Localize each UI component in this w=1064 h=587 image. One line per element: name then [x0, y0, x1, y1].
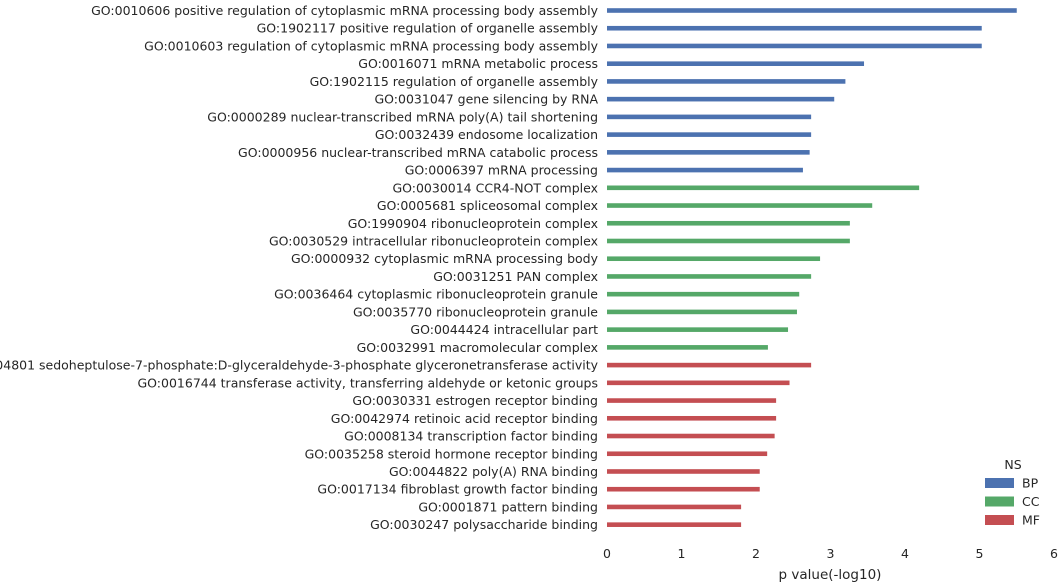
bar-bp: [607, 61, 865, 66]
category-label: GO:0017134 fibroblast growth factor bind…: [317, 482, 598, 497]
category-label: GO:0044822 poly(A) RNA binding: [389, 464, 598, 479]
bar-mf: [607, 486, 760, 492]
category-label: GO:0001871 pattern binding: [418, 499, 598, 514]
category-label: GO:0031251 PAN complex: [433, 269, 598, 284]
category-label: GO:0042974 retinoic acid receptor bindin…: [331, 411, 598, 426]
x-tick-label: 1: [678, 546, 686, 561]
bar-bp: [607, 43, 982, 49]
bar-cc: [607, 345, 768, 350]
bar-mf: [607, 504, 742, 510]
legend-swatch-mf: [985, 515, 1014, 525]
category-label: GO:0035770 ribonucleoprotein granule: [353, 304, 598, 319]
bar-mf: [607, 362, 812, 368]
category-label: GO:0016071 mRNA metabolic process: [358, 56, 598, 71]
category-label: GO:0006397 mRNA processing: [405, 163, 598, 178]
category-label: GO:0044424 intracellular part: [410, 322, 598, 337]
category-label: GO:0000932 cytoplasmic mRNA processing b…: [291, 251, 599, 266]
bars-group: [607, 8, 1017, 527]
bar-bp: [607, 150, 810, 155]
legend-swatch-bp: [985, 478, 1014, 488]
category-label: GO:0036464 cytoplasmic ribonucleoprotein…: [274, 287, 598, 302]
x-tick-label: 3: [827, 546, 835, 561]
bar-cc: [607, 327, 789, 332]
bar-bp: [607, 25, 982, 31]
bar-cc: [607, 185, 920, 191]
x-tick-label: 6: [1050, 546, 1058, 561]
category-label: GO:0004801 sedoheptulose-7-phosphate:D-g…: [0, 358, 599, 373]
x-axis-title: p value(-log10): [779, 567, 882, 583]
category-label: GO:0010606 positive regulation of cytopl…: [91, 3, 598, 18]
bar-cc: [607, 238, 850, 244]
legend: NS BP CC MF: [985, 457, 1040, 528]
bar-bp: [607, 96, 835, 102]
x-axis-ticks-group: 0 1 2 3 4 5 6: [603, 546, 1058, 561]
category-label: GO:0008134 transcription factor binding: [344, 429, 598, 444]
x-tick-label: 0: [603, 546, 611, 561]
x-tick-label: 2: [752, 546, 760, 561]
category-label: GO:0030331 estrogen receptor binding: [352, 393, 598, 408]
category-label: GO:1902115 regulation of organelle assem…: [310, 74, 599, 89]
bar-bp: [607, 79, 846, 84]
legend-label-cc: CC: [1022, 494, 1040, 509]
bar-bp: [607, 167, 803, 173]
bar-mf: [607, 433, 775, 439]
bar-cc: [607, 256, 821, 262]
bar-cc: [607, 220, 850, 226]
legend-swatch-cc: [985, 496, 1014, 507]
category-labels-group: GO:0010606 positive regulation of cytopl…: [0, 3, 599, 532]
category-label: GO:0005681 spliceosomal complex: [377, 198, 598, 213]
x-tick-label: 5: [976, 546, 984, 561]
category-label: GO:0000289 nuclear-transcribed mRNA poly…: [207, 109, 598, 124]
bar-mf: [607, 451, 768, 457]
bar-mf: [607, 380, 790, 386]
bar-mf: [607, 415, 777, 421]
category-label: GO:0016744 transferase activity, transfe…: [138, 375, 599, 390]
category-label: GO:0030247 polysaccharide binding: [370, 517, 598, 532]
category-label: GO:0032439 endosome localization: [375, 127, 598, 142]
legend-title: NS: [1004, 457, 1021, 472]
legend-label-bp: BP: [1022, 476, 1039, 491]
legend-label-mf: MF: [1022, 513, 1040, 528]
bar-mf: [607, 522, 742, 527]
bar-mf: [607, 469, 760, 474]
bar-cc: [607, 203, 873, 208]
category-label: GO:0031047 gene silencing by RNA: [374, 92, 598, 107]
bar-bp: [607, 132, 812, 137]
category-label: GO:0000956 nuclear-transcribed mRNA cata…: [238, 145, 598, 160]
bar-cc: [607, 274, 812, 279]
bar-bp: [607, 114, 812, 120]
bar-cc: [607, 309, 797, 315]
category-label: GO:0032991 macromolecular complex: [357, 340, 598, 355]
category-label: GO:0035258 steroid hormone receptor bind…: [305, 446, 598, 461]
x-tick-label: 4: [901, 546, 909, 561]
category-label: GO:1990904 ribonucleoprotein complex: [348, 216, 598, 231]
category-label: GO:0030014 CCR4-NOT complex: [392, 180, 598, 195]
category-label: GO:1902117 positive regulation of organe…: [257, 21, 599, 36]
category-label: GO:0010603 regulation of cytoplasmic mRN…: [144, 38, 598, 53]
bar-bp: [607, 8, 1017, 13]
bar-cc: [607, 291, 800, 297]
bar-mf: [607, 398, 777, 403]
category-label: GO:0030529 intracellular ribonucleoprote…: [269, 233, 598, 248]
